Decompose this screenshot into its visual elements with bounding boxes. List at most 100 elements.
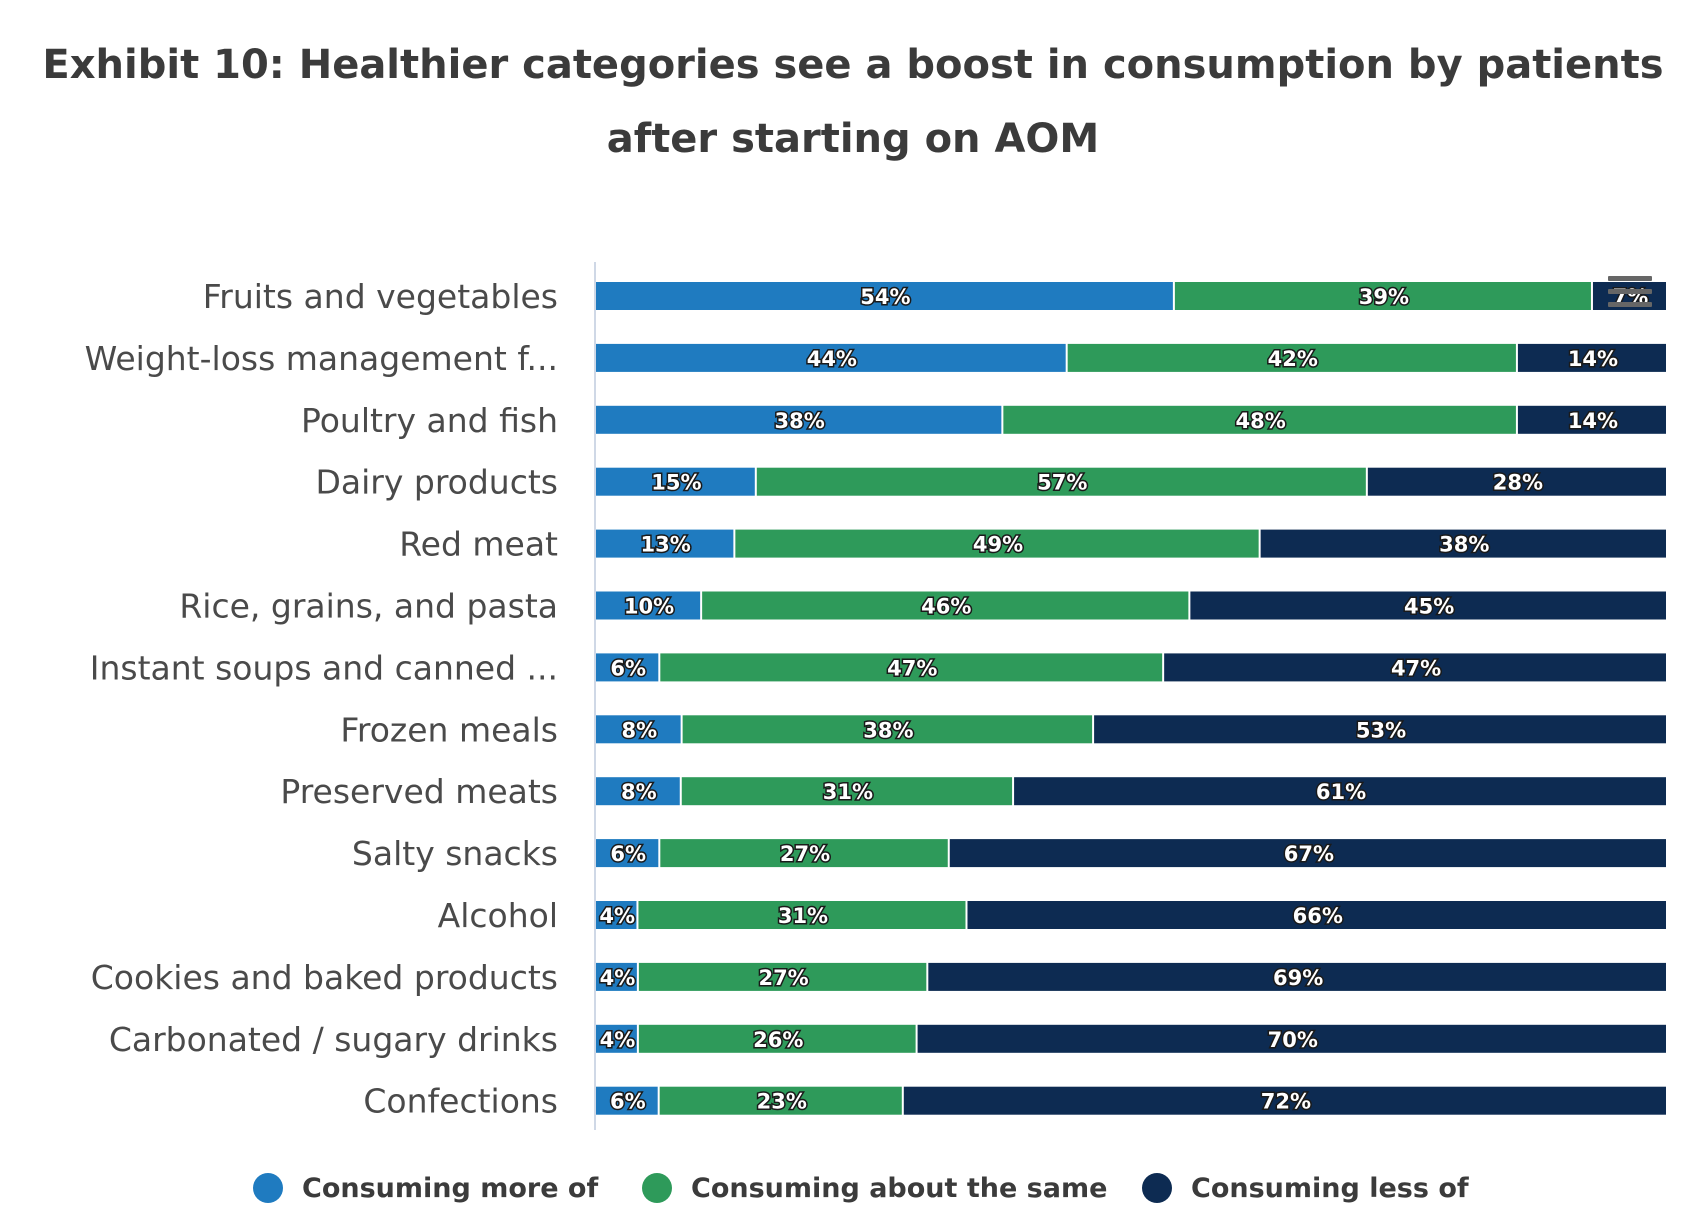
data-label: 48% [1236, 409, 1286, 433]
bar-segment[interactable] [596, 777, 680, 806]
data-label: 53% [1356, 718, 1406, 742]
bar-segment[interactable] [596, 343, 1066, 372]
data-label: 6% [610, 1090, 646, 1114]
category-label: Preserved meats [280, 772, 558, 811]
bar-segment[interactable] [681, 777, 1013, 806]
bar-segment[interactable] [1094, 715, 1666, 744]
data-label: 14% [1568, 409, 1618, 433]
category-label: Poultry and fish [301, 401, 558, 440]
bar-segment[interactable] [1517, 405, 1666, 434]
legend-label[interactable]: Consuming more of [302, 1173, 598, 1204]
data-label: 54% [860, 285, 910, 309]
data-label: 47% [1391, 656, 1441, 680]
bar-segment[interactable] [1014, 777, 1666, 806]
bar-segment[interactable] [596, 1024, 637, 1053]
legend-marker[interactable] [1142, 1173, 1172, 1203]
legend-marker[interactable] [642, 1173, 672, 1203]
data-label: 23% [757, 1090, 807, 1114]
bar-segment[interactable] [1517, 343, 1666, 372]
bar-segment[interactable] [1367, 467, 1666, 496]
bar-segment[interactable] [1190, 591, 1666, 620]
data-label: 61% [1316, 780, 1366, 804]
category-label: Dairy products [315, 463, 558, 502]
bar-segment[interactable] [917, 1024, 1666, 1053]
data-label: 67% [1284, 842, 1334, 866]
data-label: 57% [1037, 471, 1087, 495]
data-label: 66% [1293, 904, 1343, 928]
bar-segment[interactable] [949, 839, 1666, 868]
bar-segment[interactable] [596, 901, 637, 929]
category-label: Cookies and baked products [91, 958, 558, 997]
bar-segment[interactable] [702, 591, 1189, 620]
data-label: 44% [807, 347, 857, 371]
category-label: Salty snacks [352, 834, 558, 873]
data-label: 8% [621, 718, 657, 742]
bar-segment[interactable] [903, 1086, 1666, 1115]
data-label: 38% [863, 718, 913, 742]
data-label: 26% [753, 1028, 803, 1052]
menu-line-icon [1608, 302, 1652, 307]
data-label: 6% [610, 656, 646, 680]
bar-segment[interactable] [596, 653, 659, 682]
bar-segment[interactable] [596, 591, 701, 620]
category-label: Instant soups and canned ... [90, 648, 558, 687]
data-label: 39% [1359, 285, 1409, 309]
bar-segment[interactable] [660, 839, 948, 868]
bar-segment[interactable] [928, 962, 1666, 991]
data-label: 46% [921, 595, 971, 619]
bar-segment[interactable] [1067, 343, 1516, 372]
hamburger-menu-icon[interactable] [1608, 276, 1652, 312]
data-label: 4% [600, 1028, 636, 1052]
bar-segment[interactable] [638, 1024, 916, 1053]
bar-segment[interactable] [596, 405, 1002, 434]
data-label: 27% [758, 966, 808, 990]
bar-segment[interactable] [596, 839, 659, 868]
data-label: 27% [780, 842, 830, 866]
bar-segment[interactable] [1174, 282, 1591, 310]
data-label: 31% [823, 780, 873, 804]
legend-marker[interactable] [253, 1173, 283, 1203]
chart-title: Exhibit 10: Healthier categories see a b… [42, 42, 1664, 162]
data-label: 8% [621, 780, 657, 804]
bar-segment[interactable] [659, 1086, 902, 1115]
bar-segment[interactable] [596, 962, 637, 991]
bar-segment[interactable] [596, 715, 681, 744]
bar-segment[interactable] [596, 467, 755, 496]
bar-segment[interactable] [967, 901, 1666, 929]
bar-segment[interactable] [638, 901, 966, 929]
data-label: 31% [778, 904, 828, 928]
bar-segment[interactable] [660, 653, 1163, 682]
data-label: 13% [641, 533, 691, 557]
data-label: 10% [624, 595, 674, 619]
data-label: 47% [887, 656, 937, 680]
bar-segment[interactable] [1003, 405, 1516, 434]
bar-segment[interactable] [596, 282, 1173, 310]
bar-segment[interactable] [756, 467, 1366, 496]
category-label: Red meat [399, 525, 558, 564]
data-label: 6% [610, 842, 646, 866]
legend-label[interactable]: Consuming about the same [691, 1173, 1107, 1204]
category-label: Confections [363, 1082, 558, 1121]
bar-segment[interactable] [735, 529, 1259, 558]
data-label: 15% [651, 471, 701, 495]
category-label: Rice, grains, and pasta [179, 587, 558, 626]
menu-line-icon [1608, 289, 1652, 294]
bar-segment[interactable] [1260, 529, 1666, 558]
bar-segment[interactable] [638, 962, 927, 991]
data-label: 49% [973, 533, 1023, 557]
bar-segment[interactable] [596, 529, 734, 558]
data-label: 4% [599, 904, 635, 928]
data-label: 14% [1568, 347, 1618, 371]
category-label: Fruits and vegetables [203, 277, 558, 316]
bar-segment[interactable] [596, 1086, 658, 1115]
data-label: 38% [1439, 533, 1489, 557]
bar-segment[interactable] [682, 715, 1093, 744]
bar-segment[interactable] [1164, 653, 1666, 682]
category-label: Weight-loss management f... [85, 339, 558, 378]
data-label: 69% [1273, 966, 1323, 990]
data-label: 28% [1493, 471, 1543, 495]
data-label: 70% [1268, 1028, 1318, 1052]
legend-label[interactable]: Consuming less of [1191, 1173, 1469, 1204]
data-label: 38% [775, 409, 825, 433]
